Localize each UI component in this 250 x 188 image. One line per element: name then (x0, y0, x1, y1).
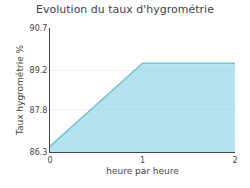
svg-text:Evolution du taux d'hygrométri: Evolution du taux d'hygrométrie (36, 3, 214, 16)
svg-text:90.7: 90.7 (30, 24, 48, 33)
svg-text:87.8: 87.8 (30, 106, 48, 115)
svg-text:1: 1 (140, 156, 145, 165)
svg-text:0: 0 (47, 156, 52, 165)
svg-text:86.3: 86.3 (30, 148, 48, 157)
svg-text:heure par heure: heure par heure (106, 166, 179, 176)
svg-text:89.2: 89.2 (30, 66, 48, 75)
svg-text:2: 2 (232, 156, 237, 165)
svg-text:Taux hygrométrie %: Taux hygrométrie % (15, 44, 25, 136)
